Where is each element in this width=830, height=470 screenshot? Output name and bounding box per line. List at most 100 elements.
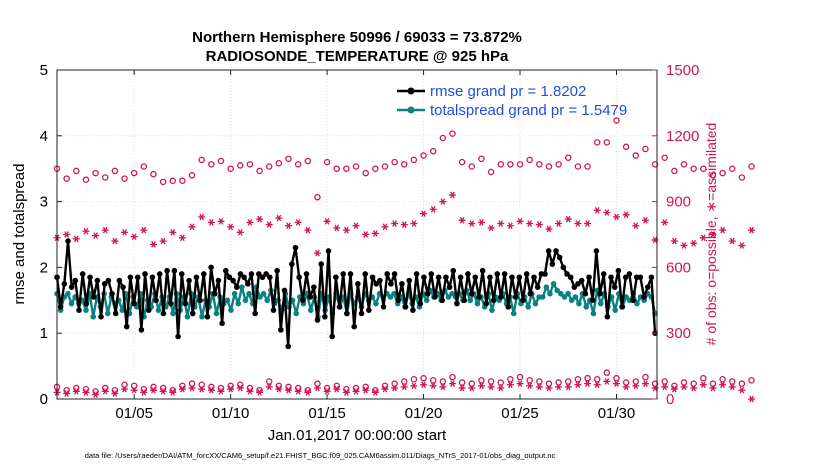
obs-assimilated-point [545, 225, 553, 233]
obs-possible-point [179, 177, 186, 185]
obs-assimilated-point [468, 220, 476, 227]
x-tick-label: 01/05 [115, 405, 153, 422]
rmse-point [98, 313, 104, 320]
rmse-point [413, 271, 420, 277]
obs-assimilated-point [410, 220, 418, 227]
asterisk-stroke [739, 242, 745, 249]
rmse-point [545, 248, 552, 254]
rmse-point [120, 284, 126, 290]
obs-assimilated-point [670, 385, 678, 393]
obs-assimilated-point [622, 383, 630, 391]
asterisk-stroke [672, 237, 677, 245]
rmse-point [292, 244, 299, 251]
asterisk-stroke [450, 380, 455, 387]
rmse-point [281, 287, 288, 294]
obs-possible-point [323, 158, 331, 166]
obs-assimilated-point [198, 385, 206, 393]
asterisk-stroke [257, 389, 262, 396]
obs-assimilated-point [690, 384, 698, 392]
asterisk-stroke [469, 220, 475, 227]
obs-assimilated-point [217, 218, 225, 225]
obs-possible-point [671, 167, 678, 175]
obs-assimilated-point [420, 210, 428, 217]
obs-assimilated-point [246, 219, 254, 226]
obs-possible-point [265, 163, 273, 170]
rmse-point [516, 274, 523, 281]
obs-possible-point [565, 378, 572, 385]
asterisk-stroke [363, 386, 369, 394]
asterisk-stroke [720, 226, 725, 234]
asterisk-stroke [180, 234, 185, 242]
rmse-point [87, 274, 93, 281]
rmse-point [156, 271, 163, 277]
obs-possible-point [227, 165, 234, 172]
rmse-point [501, 271, 508, 277]
asterisk-stroke [700, 234, 706, 242]
obs-assimilated-point [661, 383, 669, 391]
asterisk-stroke [64, 390, 70, 397]
rmse-point [498, 294, 504, 300]
asterisk-stroke [122, 228, 127, 236]
asterisk-stroke [401, 383, 407, 391]
obs-assimilated-point [632, 382, 640, 390]
obs-assimilated-point [207, 386, 215, 394]
asterisk-stroke [73, 235, 79, 243]
obs-possible-point [314, 380, 321, 387]
asterisk-stroke [353, 387, 359, 395]
asterisk-stroke [382, 385, 388, 393]
obs-possible-point [738, 174, 746, 181]
obs-assimilated-point [72, 387, 80, 395]
obs-possible-point [275, 382, 283, 390]
asterisk-stroke [585, 220, 590, 227]
rmse-point [406, 277, 413, 284]
rmse-point [311, 284, 317, 290]
asterisk-stroke [218, 218, 224, 225]
asterisk-stroke [189, 384, 195, 392]
obs-assimilated-point [121, 385, 129, 393]
obs-possible-point [487, 378, 495, 385]
asterisk-stroke [208, 219, 214, 226]
asterisk-stroke [392, 384, 397, 392]
rmse-point [630, 297, 636, 304]
obs-assimilated-point [159, 387, 167, 395]
obs-possible-point [401, 161, 408, 168]
obs-possible-point [526, 377, 533, 384]
totalspread-point [391, 290, 397, 297]
obs-assimilated-point [448, 380, 456, 387]
rmse-point [189, 310, 196, 317]
obs-assimilated-point [612, 380, 620, 387]
rmse-point [358, 310, 365, 317]
y-tick-label-right: 1200 [666, 128, 699, 145]
obs-assimilated-point [719, 381, 727, 389]
rmse-point [347, 271, 354, 277]
rmse-point [380, 304, 387, 310]
rmse-point [164, 267, 170, 274]
obs-assimilated-point [535, 383, 543, 391]
rmse-point [439, 297, 446, 304]
obs-assimilated-point [584, 220, 592, 227]
rmse-point [637, 274, 644, 281]
totalspread-point [489, 307, 495, 313]
totalspread-point [612, 307, 618, 313]
y-tick-label-right: 900 [666, 194, 691, 211]
obs-possible-point [632, 152, 640, 159]
rmse-point [402, 304, 409, 310]
obs-assimilated-point [458, 384, 466, 392]
asterisk-stroke [83, 389, 89, 396]
obs-possible-point [728, 378, 736, 385]
rmse-point [611, 284, 618, 290]
chart-title-line2: RADIOSONDE_TEMPERATURE @ 925 hPa [206, 48, 509, 65]
asterisk-stroke [614, 213, 619, 221]
obs-assimilated-point [101, 387, 109, 395]
y-axis-left-label: rmse and totalspread [11, 164, 28, 305]
obs-assimilated-point [526, 382, 534, 390]
legend: rmse grand pr = 1.8202 totalspread grand… [397, 83, 627, 119]
asterisk-stroke [93, 232, 98, 239]
asterisk-stroke [305, 226, 311, 234]
asterisk-stroke [286, 386, 291, 394]
legend-spread-marker [407, 106, 415, 114]
rmse-point [285, 343, 291, 350]
asterisk-stroke [672, 385, 677, 393]
obs-possible-point [82, 385, 90, 393]
totalspread-point [231, 290, 238, 297]
